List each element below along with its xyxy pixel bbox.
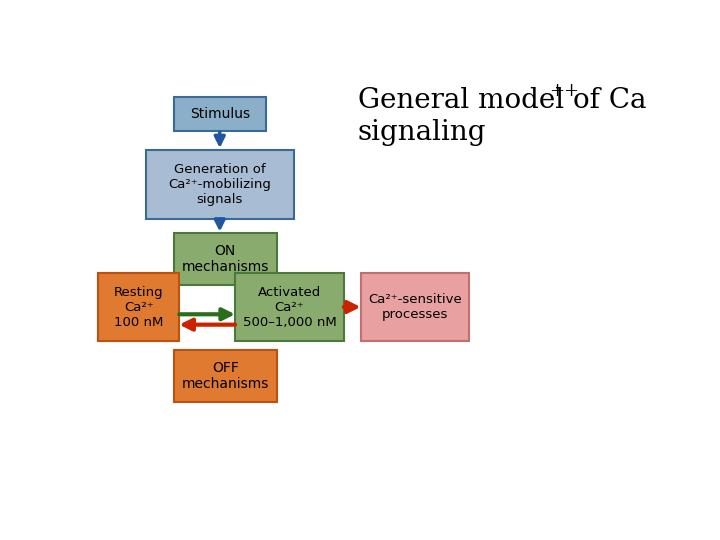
- FancyBboxPatch shape: [145, 150, 294, 219]
- Text: Generation of
Ca²⁺-mobilizing
signals: Generation of Ca²⁺-mobilizing signals: [168, 163, 271, 206]
- FancyBboxPatch shape: [235, 273, 344, 341]
- Text: OFF
mechanisms: OFF mechanisms: [181, 361, 269, 391]
- Text: Resting
Ca²⁺
100 nM: Resting Ca²⁺ 100 nM: [114, 286, 163, 328]
- Text: Activated
Ca²⁺
500–1,000 nM: Activated Ca²⁺ 500–1,000 nM: [243, 286, 336, 328]
- FancyBboxPatch shape: [99, 273, 179, 341]
- Text: Stimulus: Stimulus: [189, 107, 250, 122]
- Text: Ca²⁺-sensitive
processes: Ca²⁺-sensitive processes: [368, 293, 462, 321]
- Text: General model of Ca: General model of Ca: [358, 87, 647, 114]
- Text: ++: ++: [549, 82, 579, 100]
- FancyBboxPatch shape: [361, 273, 469, 341]
- Text: signaling: signaling: [358, 119, 486, 146]
- FancyBboxPatch shape: [174, 349, 277, 402]
- FancyBboxPatch shape: [174, 233, 277, 285]
- Text: ON
mechanisms: ON mechanisms: [181, 244, 269, 274]
- FancyBboxPatch shape: [174, 97, 266, 131]
